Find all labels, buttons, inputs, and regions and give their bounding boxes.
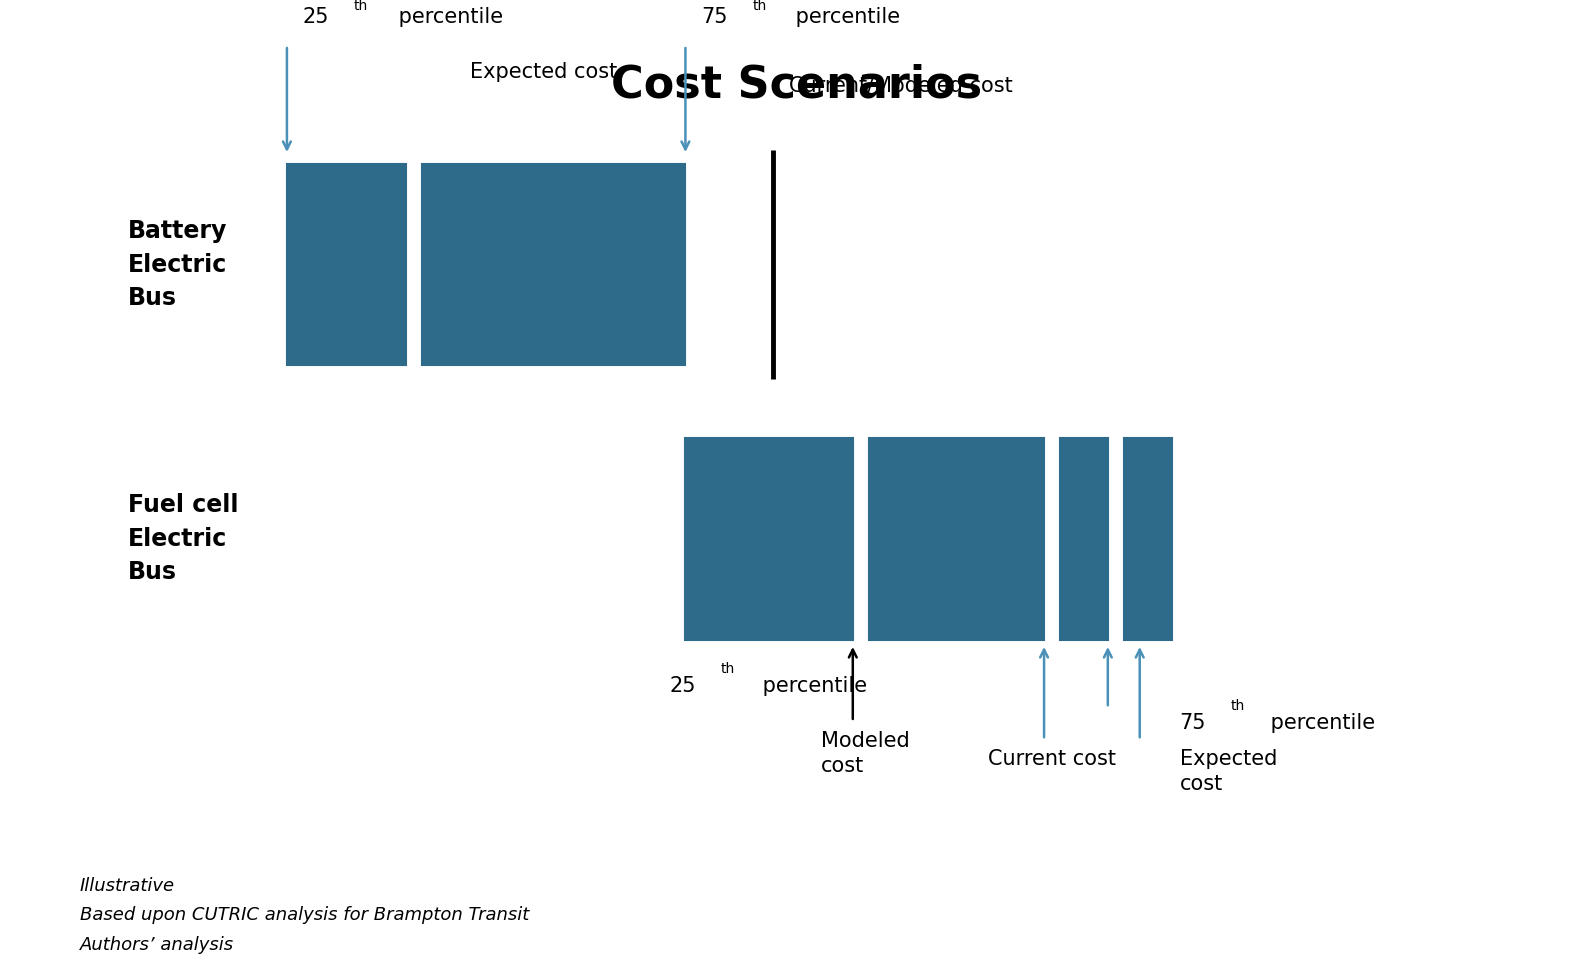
FancyBboxPatch shape: [1124, 439, 1172, 639]
Text: Battery
Electric
Bus: Battery Electric Bus: [128, 219, 226, 310]
Text: Expected
cost: Expected cost: [1180, 749, 1277, 794]
Text: 25: 25: [303, 7, 330, 27]
FancyBboxPatch shape: [869, 439, 1044, 639]
FancyBboxPatch shape: [1060, 439, 1108, 639]
Text: th: th: [1231, 699, 1245, 713]
FancyBboxPatch shape: [422, 164, 685, 365]
Text: th: th: [720, 662, 735, 677]
Text: Expected cost: Expected cost: [470, 62, 617, 82]
Text: percentile: percentile: [1264, 712, 1376, 733]
Text: Modeled
cost: Modeled cost: [821, 731, 910, 776]
Text: th: th: [752, 0, 767, 13]
FancyBboxPatch shape: [685, 439, 853, 639]
Text: 75: 75: [1180, 712, 1207, 733]
Text: th: th: [354, 0, 368, 13]
Text: Current cost: Current cost: [988, 749, 1116, 769]
Text: Fuel cell
Electric
Bus: Fuel cell Electric Bus: [128, 494, 238, 584]
Text: Illustrative
Based upon CUTRIC analysis for Brampton Transit
Authors’ analysis: Illustrative Based upon CUTRIC analysis …: [80, 877, 529, 953]
Text: Current/Modeled cost: Current/Modeled cost: [789, 75, 1012, 95]
Text: 25: 25: [669, 676, 697, 696]
Text: Cost Scenarios: Cost Scenarios: [612, 64, 982, 106]
Text: percentile: percentile: [392, 7, 504, 27]
Text: 75: 75: [701, 7, 728, 27]
FancyBboxPatch shape: [287, 164, 406, 365]
Text: percentile: percentile: [789, 7, 901, 27]
Text: percentile: percentile: [756, 676, 867, 696]
